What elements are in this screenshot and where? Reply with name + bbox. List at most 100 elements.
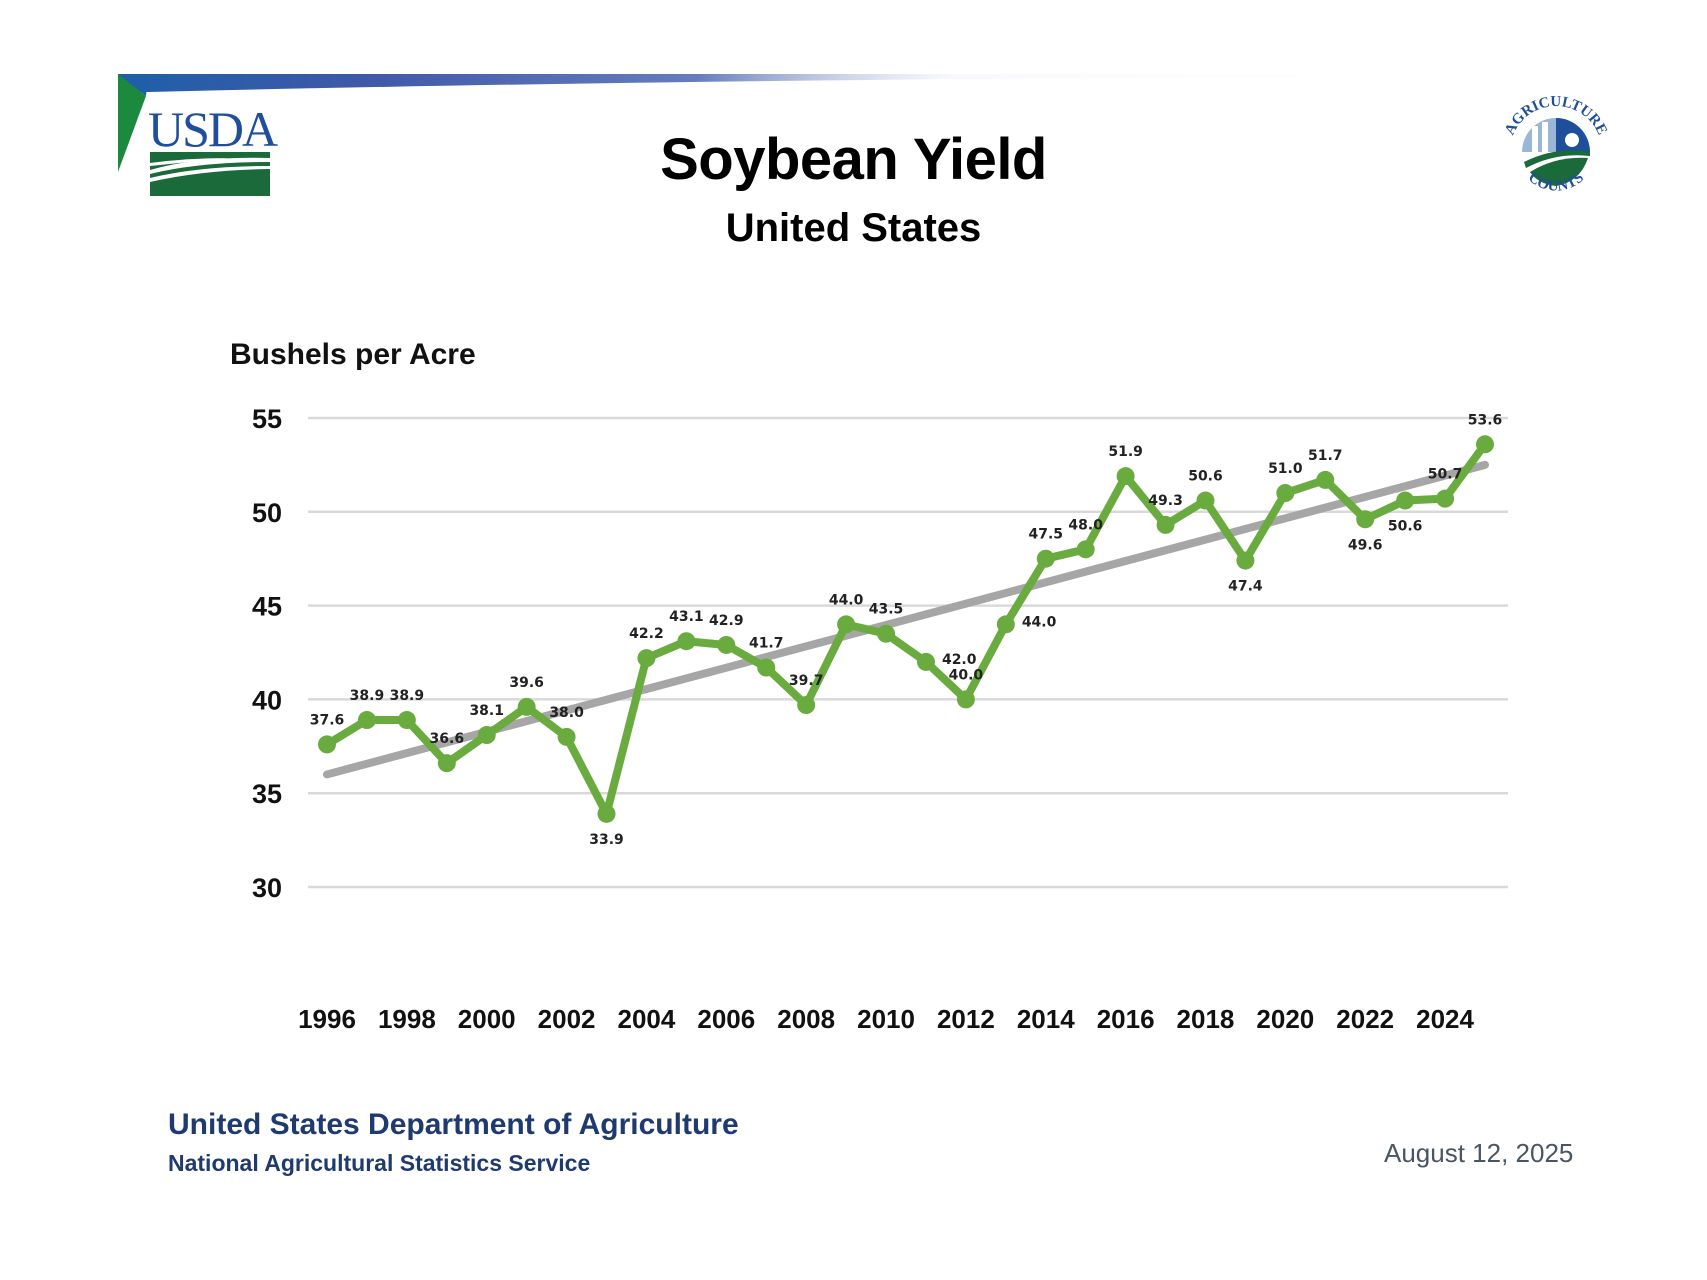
data-label: 41.7 bbox=[749, 636, 784, 652]
data-label: 44.0 bbox=[829, 592, 864, 608]
data-point bbox=[1396, 491, 1415, 510]
data-point bbox=[677, 632, 696, 651]
x-tick-label: 2004 bbox=[618, 1004, 676, 1034]
data-label: 42.9 bbox=[709, 613, 744, 629]
x-tick-label: 2016 bbox=[1097, 1004, 1155, 1034]
data-label: 47.5 bbox=[1028, 527, 1063, 543]
data-label: 51.9 bbox=[1108, 444, 1143, 460]
data-label: 36.6 bbox=[430, 731, 465, 747]
x-tick-label: 2010 bbox=[857, 1004, 915, 1034]
x-tick-label: 1996 bbox=[298, 1004, 356, 1034]
points-group bbox=[318, 435, 1494, 823]
data-point bbox=[1156, 515, 1175, 534]
trendline-group bbox=[323, 460, 1489, 779]
data-label: 49.6 bbox=[1348, 537, 1383, 553]
x-tick-label: 2024 bbox=[1416, 1004, 1474, 1034]
release-date: August 12, 2025 bbox=[1384, 1138, 1574, 1168]
agriculture-counts-logo-icon: AGRICULTURE COUNTS bbox=[1502, 94, 1610, 195]
data-point bbox=[477, 726, 496, 745]
data-point bbox=[1076, 540, 1095, 559]
x-tick-label: 2014 bbox=[1017, 1004, 1075, 1034]
usda-logo-text: USDA bbox=[148, 101, 278, 157]
data-point bbox=[837, 615, 856, 634]
x-tick-label: 2012 bbox=[937, 1004, 995, 1034]
data-label: 53.6 bbox=[1468, 412, 1503, 428]
trendline bbox=[323, 460, 1489, 779]
footer-org-name: United States Department of Agriculture bbox=[168, 1108, 739, 1141]
data-point bbox=[916, 652, 935, 671]
x-axis-ticks: 1996 1998 2000 2002 2004 2006 2008 2010 2012 2014… bbox=[298, 1004, 1474, 1034]
header-decorative-bar bbox=[118, 74, 1498, 92]
data-label: 42.2 bbox=[629, 626, 664, 642]
data-label: 40.0 bbox=[949, 667, 984, 683]
data-label: 50.7 bbox=[1428, 467, 1463, 483]
data-point bbox=[318, 735, 336, 754]
x-tick-label: 2020 bbox=[1256, 1004, 1314, 1034]
data-label: 51.7 bbox=[1308, 448, 1343, 464]
data-label: 39.6 bbox=[509, 675, 544, 691]
data-point bbox=[757, 658, 776, 677]
data-label: 43.5 bbox=[869, 602, 904, 618]
data-point bbox=[397, 711, 416, 730]
data-label: 38.9 bbox=[390, 688, 425, 704]
usda-logo-icon: USDA bbox=[118, 74, 278, 196]
x-tick-label: 2000 bbox=[458, 1004, 516, 1034]
data-point bbox=[1196, 491, 1215, 510]
data-label: 47.4 bbox=[1228, 579, 1263, 595]
data-point bbox=[1476, 435, 1494, 454]
y-axis-ticks: 30 35 40 45 50 55 bbox=[252, 404, 282, 903]
data-label: 49.3 bbox=[1148, 493, 1183, 509]
yield-line bbox=[323, 440, 1489, 818]
data-point bbox=[1276, 484, 1295, 503]
data-point bbox=[1356, 510, 1375, 529]
data-point bbox=[437, 754, 456, 773]
data-point bbox=[877, 624, 896, 643]
data-point bbox=[1116, 467, 1135, 486]
data-label: 50.6 bbox=[1188, 469, 1223, 485]
y-axis-label: Bushels per Acre bbox=[230, 338, 476, 371]
data-labels-group: 37.6 38.9 38.9 36.638.1 39.6 38.0 33.9 42.2 43.1… bbox=[310, 412, 1503, 848]
y-tick-label: 35 bbox=[252, 779, 282, 809]
x-tick-label: 2002 bbox=[538, 1004, 596, 1034]
y-tick-label: 45 bbox=[252, 592, 282, 622]
series-group bbox=[323, 440, 1489, 818]
data-point bbox=[637, 649, 656, 668]
chart-subtitle: United States bbox=[725, 206, 982, 250]
y-tick-label: 30 bbox=[252, 873, 282, 903]
y-tick-label: 50 bbox=[252, 498, 282, 528]
data-point bbox=[557, 727, 576, 746]
data-label: 38.9 bbox=[350, 688, 385, 704]
data-label: 44.0 bbox=[1022, 614, 1057, 630]
y-tick-label: 40 bbox=[252, 685, 282, 715]
data-point bbox=[996, 615, 1015, 634]
data-label: 38.0 bbox=[549, 705, 584, 721]
y-tick-label: 55 bbox=[252, 404, 282, 434]
data-label: 48.0 bbox=[1068, 517, 1103, 533]
x-tick-label: 2022 bbox=[1336, 1004, 1394, 1034]
data-label: 39.7 bbox=[789, 673, 824, 689]
data-point bbox=[956, 690, 975, 709]
chart-title: Soybean Yield bbox=[660, 127, 1047, 192]
data-label: 50.6 bbox=[1388, 519, 1423, 535]
data-point bbox=[597, 804, 616, 823]
x-tick-label: 2018 bbox=[1177, 1004, 1235, 1034]
data-label: 38.1 bbox=[469, 703, 504, 719]
footer-agency-name: National Agricultural Statistics Service bbox=[168, 1150, 591, 1176]
data-point bbox=[1436, 489, 1455, 508]
data-point bbox=[797, 696, 816, 715]
data-label: 42.0 bbox=[942, 652, 977, 668]
data-point bbox=[1036, 549, 1055, 568]
data-point bbox=[517, 697, 536, 716]
x-tick-label: 1998 bbox=[378, 1004, 436, 1034]
data-label: 37.6 bbox=[310, 712, 345, 728]
x-tick-label: 2008 bbox=[777, 1004, 835, 1034]
data-point bbox=[357, 711, 376, 730]
data-label: 33.9 bbox=[589, 832, 624, 848]
data-label: 51.0 bbox=[1268, 461, 1303, 477]
x-tick-label: 2006 bbox=[697, 1004, 755, 1034]
data-point bbox=[1236, 551, 1255, 570]
data-point bbox=[1316, 470, 1335, 489]
data-label: 43.1 bbox=[669, 609, 704, 625]
data-point bbox=[717, 635, 736, 654]
